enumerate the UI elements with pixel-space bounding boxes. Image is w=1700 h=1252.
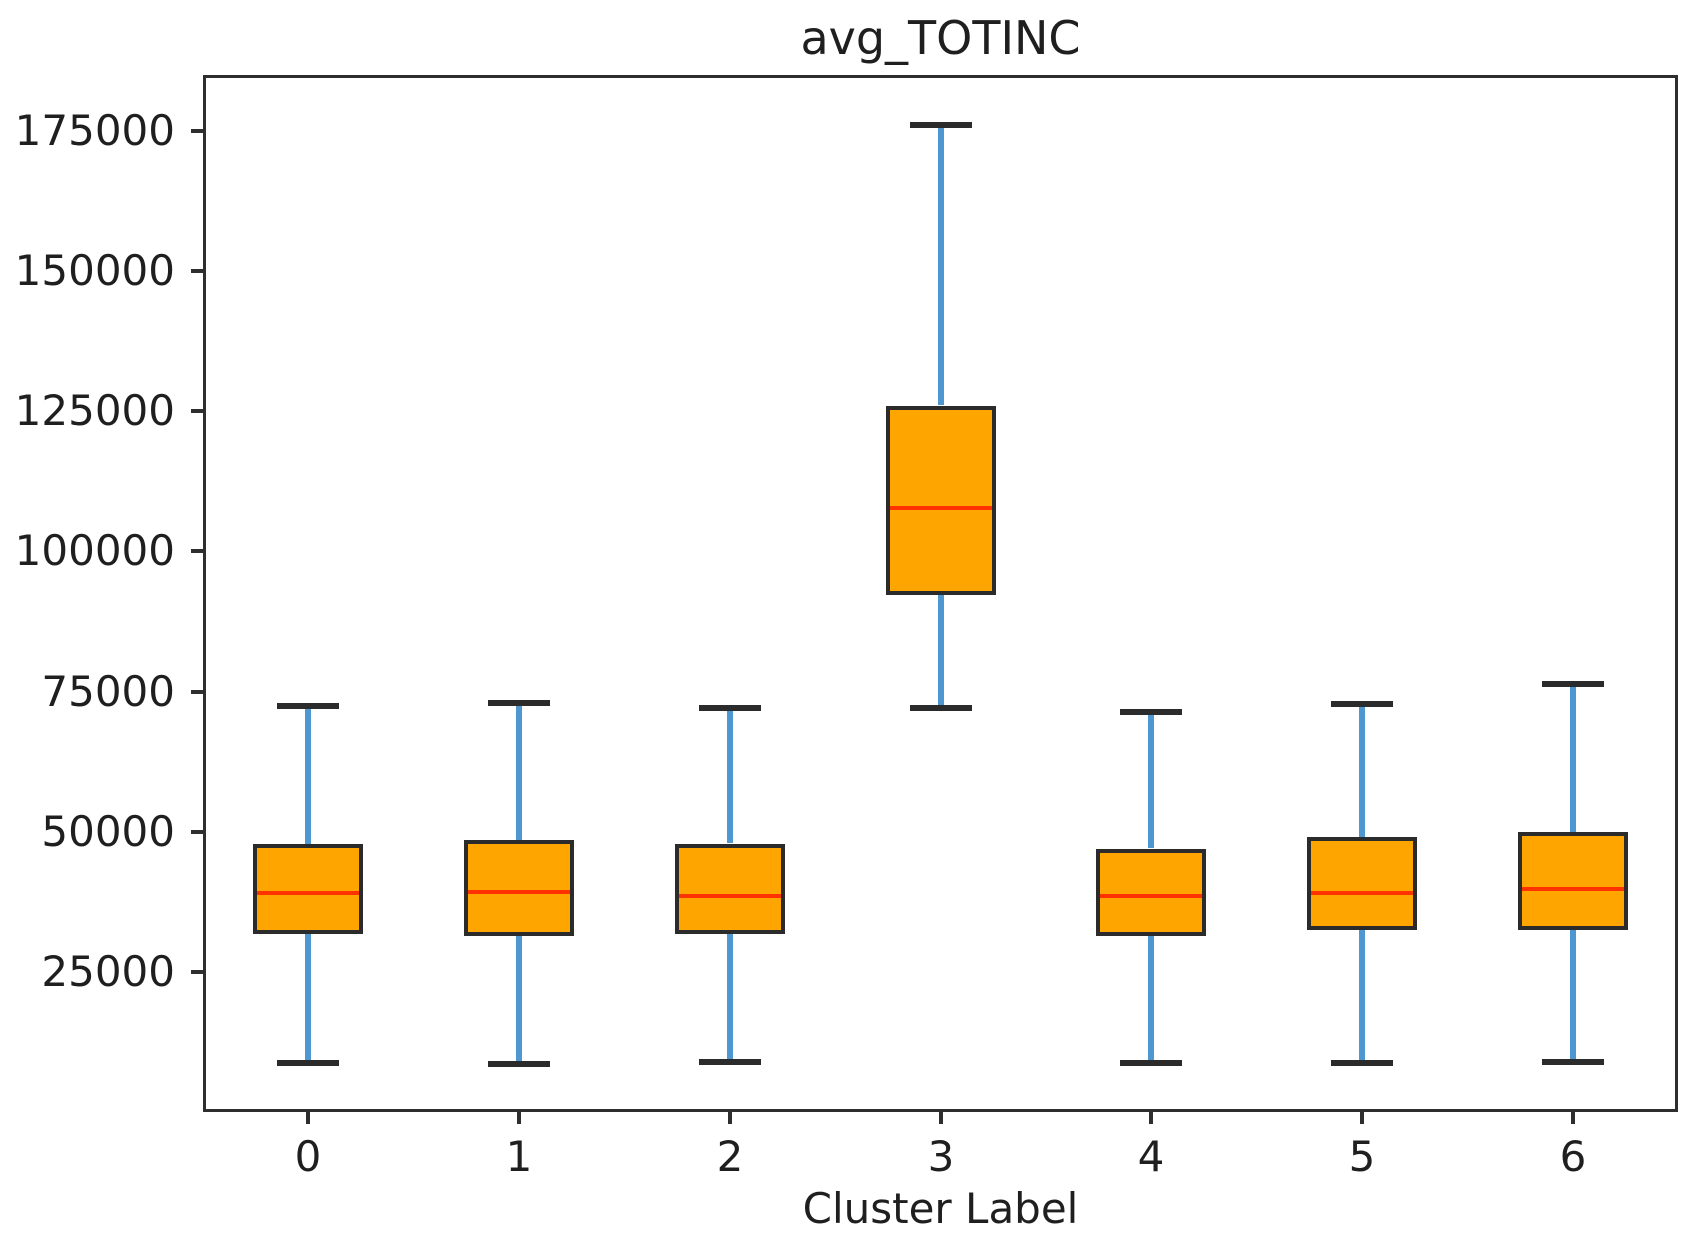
upper-whisker-cap [1331,701,1393,707]
upper-whisker-cap [277,703,339,709]
x-tick-mark [1360,1112,1364,1124]
x-tick-label: 3 [927,1132,955,1181]
lower-whisker-line [1148,935,1154,1062]
lower-whisker-line [516,936,522,1064]
y-tick-mark [191,549,203,553]
iqr-box [1307,837,1417,930]
lower-whisker-cap [277,1060,339,1066]
lower-whisker-line [1359,930,1365,1062]
y-tick-label: 25000 [41,947,175,996]
y-tick-label: 175000 [14,106,175,155]
upper-whisker-line [516,703,522,840]
y-tick-label: 50000 [41,807,175,856]
upper-whisker-line [1148,712,1154,848]
upper-whisker-line [938,125,944,405]
iqr-box [1518,832,1628,930]
iqr-box [1096,849,1206,936]
median-line [1522,887,1624,891]
iqr-box [253,844,363,934]
x-tick-mark [517,1112,521,1124]
x-tick-label: 4 [1137,1132,1165,1181]
iqr-box [886,406,996,595]
lower-whisker-cap [1120,1060,1182,1066]
lower-whisker-line [727,934,733,1062]
y-tick-mark [191,970,203,974]
x-tick-label: 5 [1348,1132,1376,1181]
lower-whisker-cap [699,1059,761,1065]
upper-whisker-cap [1120,709,1182,715]
y-tick-mark [191,690,203,694]
x-axis-label: Cluster Label [802,1184,1079,1233]
upper-whisker-line [1359,704,1365,837]
upper-whisker-cap [910,122,972,128]
x-tick-mark [1571,1112,1575,1124]
upper-whisker-cap [699,705,761,711]
iqr-box [675,844,785,934]
y-tick-label: 150000 [14,246,175,295]
y-tick-mark [191,409,203,413]
x-tick-mark [1149,1112,1153,1124]
median-line [679,894,781,898]
median-line [468,890,570,894]
iqr-box [464,840,574,936]
upper-whisker-line [305,706,311,844]
x-tick-label: 1 [505,1132,533,1181]
lower-whisker-cap [1331,1060,1393,1066]
upper-whisker-cap [1542,681,1604,687]
y-tick-label: 75000 [41,667,175,716]
lower-whisker-line [305,934,311,1063]
x-tick-label: 6 [1559,1132,1587,1181]
y-tick-mark [191,269,203,273]
x-tick-mark [728,1112,732,1124]
lower-whisker-cap [910,705,972,711]
median-line [1100,894,1202,898]
lower-whisker-cap [488,1061,550,1067]
x-tick-mark [306,1112,310,1124]
y-tick-mark [191,129,203,133]
x-tick-label: 0 [294,1132,322,1181]
lower-whisker-line [1570,930,1576,1061]
lower-whisker-cap [1542,1059,1604,1065]
lower-whisker-line [938,595,944,709]
upper-whisker-line [1570,684,1576,833]
x-tick-mark [939,1112,943,1124]
upper-whisker-line [727,708,733,843]
median-line [890,506,992,510]
y-tick-label: 125000 [14,386,175,435]
y-tick-mark [191,830,203,834]
y-tick-label: 100000 [14,526,175,575]
x-tick-label: 2 [716,1132,744,1181]
median-line [1311,891,1413,895]
chart-title: avg_TOTINC [800,11,1081,65]
upper-whisker-cap [488,700,550,706]
median-line [257,891,359,895]
